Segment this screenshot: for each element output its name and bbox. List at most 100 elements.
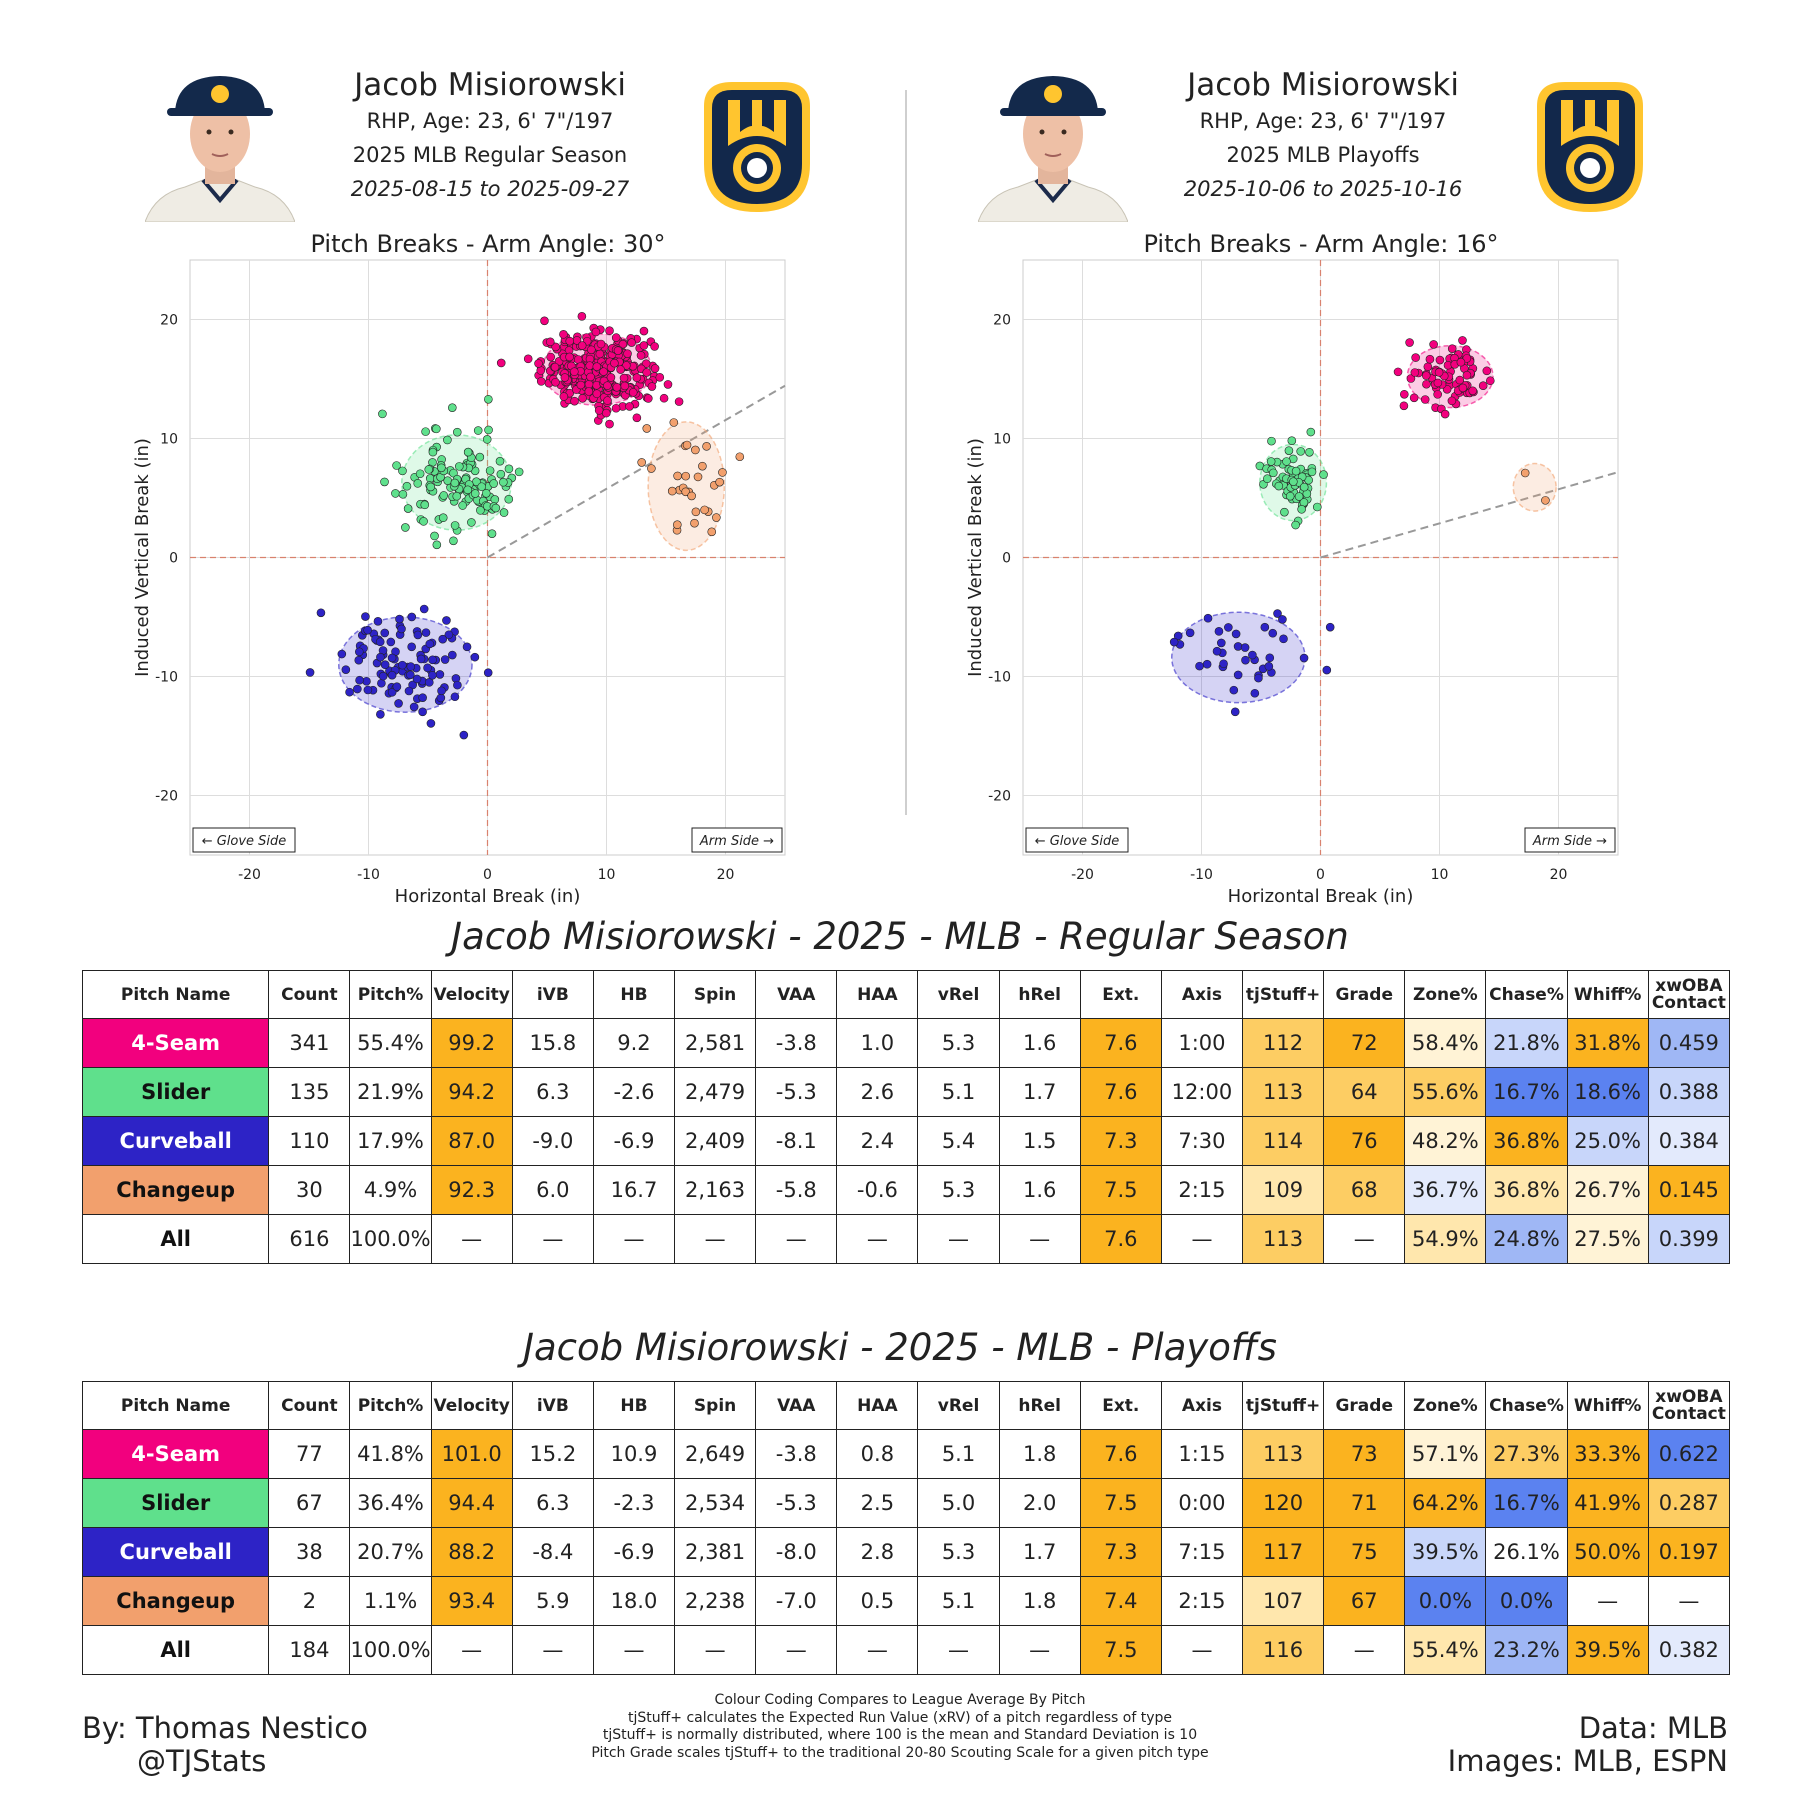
stat-cell: 109 bbox=[1242, 1165, 1325, 1215]
y-axis-label: Induced Vertical Break (in) bbox=[132, 438, 153, 677]
stat-cell: 92.3 bbox=[430, 1165, 513, 1215]
pitch-point bbox=[587, 345, 596, 355]
y-tick-label: -20 bbox=[988, 789, 1011, 805]
table-header-row: Pitch Name Count Pitch% Velocity iVB HB Spin VA… bbox=[81, 970, 1731, 1019]
pitch-point bbox=[477, 482, 487, 492]
arm-side-label: Arm Side → bbox=[1524, 827, 1616, 853]
pitch-point bbox=[1462, 370, 1472, 380]
pitch-point bbox=[387, 670, 397, 680]
season-label: 2025 MLB Playoffs bbox=[1226, 143, 1420, 167]
stat-cell: 68 bbox=[1323, 1165, 1406, 1215]
plot-title: Pitch Breaks - Arm Angle: 30° bbox=[310, 230, 666, 258]
table-row: 4-Seam 77 41.8% 101.0 15.2 10.9 2,649 -3.8 0.8 5.… bbox=[81, 1429, 1731, 1479]
table-row: Curveball 38 20.7% 88.2 -8.4 -6.9 2,381 -8.0 2.8… bbox=[81, 1527, 1731, 1577]
pitch-point bbox=[1299, 653, 1309, 663]
stat-cell: 17.9% bbox=[349, 1116, 432, 1166]
pitch-point bbox=[570, 396, 579, 406]
stat-cell: — bbox=[592, 1625, 676, 1675]
pitch-name-cell: Curveball bbox=[81, 1527, 270, 1577]
stat-cell: — bbox=[917, 1625, 1000, 1675]
pitch-point bbox=[397, 624, 406, 634]
pitch-point bbox=[432, 540, 442, 550]
pitch-point bbox=[1305, 448, 1314, 457]
pitch-point bbox=[430, 531, 439, 541]
pitch-point bbox=[380, 477, 389, 487]
stat-cell: 12:00 bbox=[1160, 1067, 1244, 1117]
stat-cell: 0.382 bbox=[1647, 1625, 1731, 1675]
methodology-notes: Colour Coding Compares to League Average… bbox=[560, 1692, 1240, 1762]
pitch-point bbox=[1262, 474, 1272, 484]
pitch-point bbox=[603, 396, 612, 405]
pitch-point bbox=[718, 468, 727, 477]
stat-cell: 112 bbox=[1242, 1018, 1325, 1068]
x-tick-label: -10 bbox=[1190, 867, 1213, 883]
stat-cell: 87.0 bbox=[430, 1116, 513, 1166]
stat-cell: -3.8 bbox=[755, 1018, 838, 1068]
pitch-point bbox=[432, 424, 441, 434]
x-axis-label: Horizontal Break (in) bbox=[395, 886, 581, 907]
pitch-point bbox=[407, 642, 416, 652]
stat-cell: 2 bbox=[268, 1576, 351, 1626]
pitch-point bbox=[570, 367, 579, 377]
stat-cell: 2.8 bbox=[836, 1527, 919, 1577]
pitch-point bbox=[1202, 659, 1212, 669]
pitch-point bbox=[1399, 401, 1409, 411]
pitch-point bbox=[1468, 386, 1478, 396]
stat-cell: — bbox=[1566, 1576, 1649, 1626]
pitch-name-cell: All bbox=[81, 1625, 270, 1675]
stat-cell: 0.287 bbox=[1647, 1478, 1731, 1528]
pitch-point bbox=[1265, 653, 1275, 663]
date-range: 2025-08-15 to 2025-09-27 bbox=[350, 177, 630, 201]
pitch-point bbox=[1478, 381, 1488, 391]
x-tick-label: 10 bbox=[1431, 867, 1449, 883]
pitch-point bbox=[605, 326, 614, 336]
pitch-point bbox=[585, 361, 595, 370]
pitch-point bbox=[487, 529, 497, 538]
pitch-point bbox=[1458, 336, 1467, 345]
pitch-point bbox=[1400, 390, 1409, 399]
pitch-point bbox=[476, 506, 485, 515]
player-photo bbox=[977, 72, 1129, 223]
stat-cell: 7:30 bbox=[1160, 1116, 1244, 1166]
y-tick-label: -10 bbox=[155, 670, 178, 686]
column-header: Axis bbox=[1160, 1381, 1244, 1430]
pitch-point bbox=[496, 469, 506, 479]
pitch-point bbox=[387, 687, 397, 697]
stat-cell: 7.6 bbox=[1079, 1429, 1162, 1479]
pitch-point bbox=[690, 518, 699, 528]
pitch-point bbox=[376, 652, 385, 662]
stat-cell: 7.5 bbox=[1079, 1625, 1162, 1675]
pitch-point bbox=[1322, 665, 1332, 675]
y-tick-label: -20 bbox=[155, 789, 178, 805]
pitch-point bbox=[1422, 379, 1431, 389]
pitch-point bbox=[1284, 446, 1294, 455]
stat-cell: 6.3 bbox=[511, 1478, 594, 1528]
stat-cell: 1.5 bbox=[998, 1116, 1081, 1166]
pitch-point bbox=[700, 505, 709, 515]
stat-cell: 2.5 bbox=[836, 1478, 919, 1528]
column-header: Count bbox=[268, 970, 351, 1019]
stat-cell: 7.6 bbox=[1079, 1067, 1162, 1117]
stat-cell: 0.8 bbox=[836, 1429, 919, 1479]
pitch-name-cell: All bbox=[81, 1214, 270, 1264]
source-credit: Data: MLB Images: MLB, ESPN bbox=[1448, 1712, 1728, 1778]
pitch-point bbox=[355, 675, 364, 685]
stats-table: Pitch Name Count Pitch% Velocity iVB HB Spin VA… bbox=[81, 970, 1731, 1264]
stat-cell: 184 bbox=[268, 1625, 351, 1675]
pitch-point bbox=[1447, 396, 1457, 406]
pitch-point bbox=[428, 670, 437, 680]
stat-cell: 2,649 bbox=[674, 1429, 757, 1479]
stat-cell: — bbox=[674, 1625, 757, 1675]
stat-cell: 2.6 bbox=[836, 1067, 919, 1117]
pitch-point bbox=[491, 503, 501, 513]
stat-cell: 5.0 bbox=[917, 1478, 1000, 1528]
stat-cell: 18.0 bbox=[592, 1576, 676, 1626]
pitch-point bbox=[682, 440, 692, 450]
series-changeup bbox=[1512, 462, 1557, 512]
stat-cell: 16.7 bbox=[592, 1165, 676, 1215]
plot-title: Pitch Breaks - Arm Angle: 16° bbox=[1143, 230, 1499, 258]
pitch-point bbox=[459, 730, 469, 740]
author-handle: @TJStats bbox=[137, 1744, 267, 1778]
table-row: Changeup 30 4.9% 92.3 6.0 16.7 2,163 -5.8 -0.6 5.… bbox=[81, 1165, 1731, 1215]
pitch-point bbox=[551, 342, 560, 352]
